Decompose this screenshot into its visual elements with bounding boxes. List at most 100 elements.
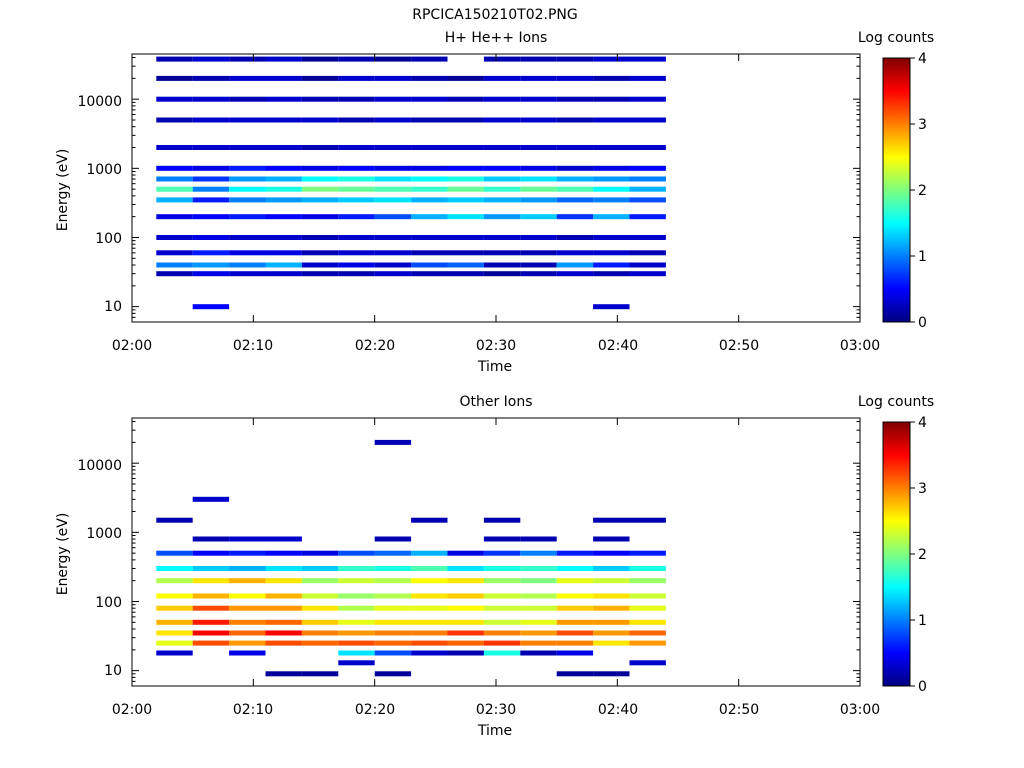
spectrogram-cell [411, 197, 448, 203]
spectrogram-cell [338, 566, 375, 571]
spectrogram-cell [447, 197, 484, 203]
spectrogram-cell [520, 176, 557, 182]
panel-2-xlabel: Time [477, 723, 512, 739]
spectrogram-cell [629, 250, 666, 256]
panel-2-ytick-100: 100 [95, 595, 122, 611]
spectrogram-cell [447, 271, 484, 277]
spectrogram-cell [192, 197, 230, 203]
spectrogram-cell [265, 145, 302, 150]
spectrogram-cell [229, 96, 266, 102]
panel-1-ytick-10: 10 [104, 299, 122, 315]
spectrogram-cell [301, 640, 339, 646]
panel-2-ylabel: Energy (eV) [55, 513, 71, 596]
spectrogram-cell [301, 271, 339, 277]
spectrogram-cell [629, 56, 666, 62]
spectrogram-cell [374, 262, 412, 268]
spectrogram-cell [192, 578, 230, 584]
spectrogram-cell [593, 235, 630, 240]
spectrogram-cell [265, 566, 302, 571]
panel-2-xtick-0250: 02:50 [719, 702, 759, 718]
spectrogram-cell [593, 186, 630, 192]
spectrogram-cell [338, 214, 375, 220]
spectrogram-cell [556, 214, 594, 220]
spectrogram-cell [229, 640, 266, 646]
spectrogram-cell [265, 671, 302, 677]
panel-1-cbar-tick-1: 1 [918, 249, 927, 265]
panel-2-title: Other Ions [459, 394, 532, 410]
panel-2-xtick-0210: 02:10 [233, 702, 273, 718]
panel-1-colorbar-label: Log counts [858, 30, 934, 46]
panel-2-ytick-10000: 10000 [77, 458, 122, 474]
panel-2-xtick-0300: 03:00 [840, 702, 880, 718]
spectrogram-cell [483, 517, 521, 523]
spectrogram-cell [301, 214, 339, 220]
spectrogram-cell [229, 197, 266, 203]
spectrogram-cell [593, 96, 630, 102]
spectrogram-cell [556, 566, 594, 571]
spectrogram-cell [447, 117, 484, 123]
spectrogram-cell [556, 619, 594, 625]
panel-2-cbar-tick-4: 4 [918, 415, 927, 431]
spectrogram-cell [192, 165, 230, 171]
spectrogram-cell [229, 619, 266, 625]
spectrogram-cell [156, 630, 193, 636]
spectrogram-cell [593, 271, 630, 277]
spectrogram-cell [556, 117, 594, 123]
spectrogram-cell [156, 75, 193, 81]
spectrogram-cell [374, 566, 412, 571]
spectrogram-cell [447, 578, 484, 584]
spectrogram-cell [520, 235, 557, 240]
spectrogram-cell [374, 214, 412, 220]
spectrogram-cell [593, 517, 630, 523]
panel-1-ylabel: Energy (eV) [55, 149, 71, 232]
spectrogram-cell [338, 250, 375, 256]
spectrogram-cell [593, 566, 630, 571]
spectrogram-cell [556, 96, 594, 102]
spectrogram-cell [629, 214, 666, 220]
spectrogram-cell [483, 630, 521, 636]
spectrogram-cell [301, 235, 339, 240]
spectrogram-cell [374, 630, 412, 636]
spectrogram-cell [411, 550, 448, 556]
spectrogram-cell [192, 630, 230, 636]
spectrogram-cell [447, 250, 484, 256]
spectrogram-cell [265, 619, 302, 625]
spectrogram-cell [520, 214, 557, 220]
spectrogram-cell [411, 235, 448, 240]
spectrogram-cell [338, 593, 375, 599]
spectrogram-cell [156, 56, 193, 62]
panel-2-colorbar-scale [882, 421, 911, 687]
spectrogram-cell [556, 671, 594, 677]
spectrogram-cell [338, 96, 375, 102]
spectrogram-cell [374, 96, 412, 102]
spectrogram-cell [447, 650, 484, 656]
spectrogram-cell [520, 566, 557, 571]
spectrogram-cell [156, 186, 193, 192]
spectrogram-cell [374, 650, 412, 656]
spectrogram-cell [265, 271, 302, 277]
spectrogram-cell [265, 262, 302, 268]
spectrogram-cell [301, 262, 339, 268]
spectrogram-cell [411, 605, 448, 611]
spectrogram-cell [483, 578, 521, 584]
spectrogram-cell [593, 197, 630, 203]
spectrogram-cell [593, 56, 630, 62]
spectrogram-cell [192, 235, 230, 240]
spectrogram-cell [447, 176, 484, 182]
spectrogram-cell [192, 536, 230, 542]
spectrogram-cell [556, 630, 594, 636]
spectrogram-cell [301, 197, 339, 203]
spectrogram-cell [229, 186, 266, 192]
spectrogram-cell [520, 650, 557, 656]
spectrogram-cell [229, 630, 266, 636]
spectrogram-cell [593, 176, 630, 182]
spectrogram-cell [156, 117, 193, 123]
spectrogram-cell [301, 605, 339, 611]
spectrogram-cell [229, 214, 266, 220]
panel-1-colorbar-scale [882, 57, 911, 323]
spectrogram-cell [338, 640, 375, 646]
spectrogram-cell [556, 650, 594, 656]
spectrogram-cell [593, 536, 630, 542]
spectrogram-cell [265, 186, 302, 192]
spectrogram-cell [156, 262, 193, 268]
